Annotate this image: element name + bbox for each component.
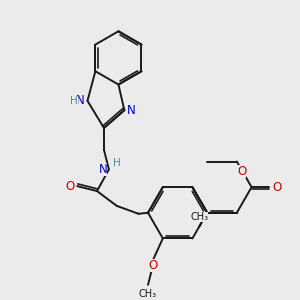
Text: N: N <box>99 163 107 176</box>
Text: O: O <box>273 181 282 194</box>
Text: O: O <box>66 180 75 193</box>
Text: O: O <box>237 165 246 178</box>
Text: CH₃: CH₃ <box>139 289 157 299</box>
Text: N: N <box>76 94 85 107</box>
Text: N: N <box>127 104 136 117</box>
Text: H: H <box>70 96 77 106</box>
Text: CH₃: CH₃ <box>190 212 208 222</box>
Text: H: H <box>113 158 121 169</box>
Text: O: O <box>148 259 158 272</box>
